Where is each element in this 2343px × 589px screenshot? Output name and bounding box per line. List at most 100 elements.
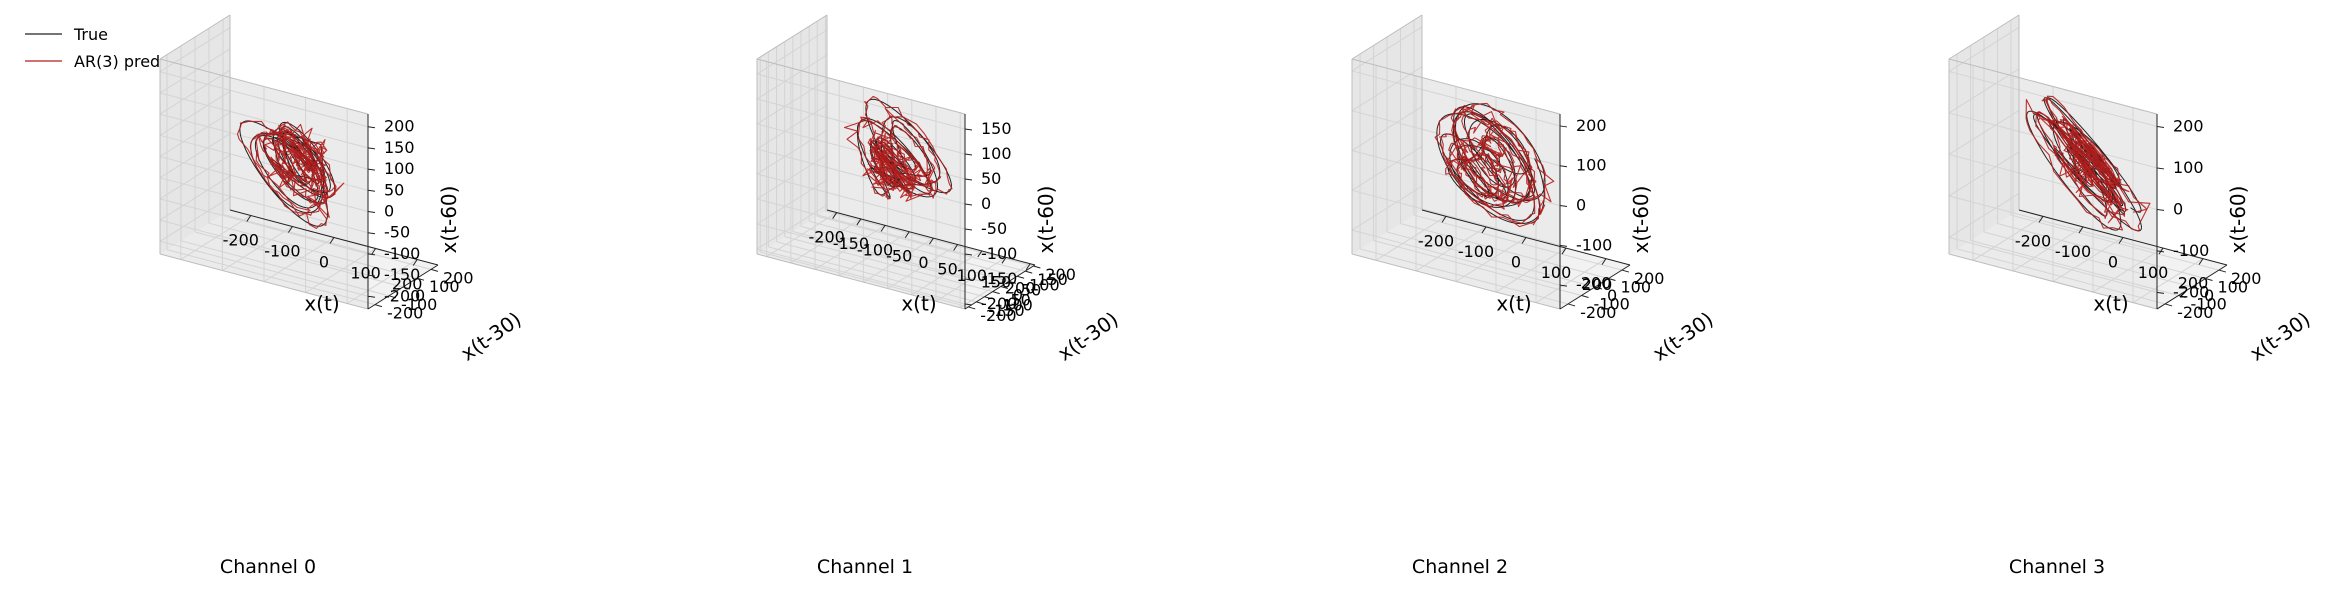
legend-label-true: True: [73, 25, 108, 44]
x-tick: [1521, 237, 1527, 244]
grid-line: [1351, 185, 1423, 231]
z-tick: [964, 203, 973, 206]
grid-line: [756, 198, 966, 255]
pane-edge: [1948, 253, 2158, 310]
grid-line: [756, 73, 966, 130]
series-group: [843, 95, 953, 202]
y-tick: [1000, 286, 1008, 289]
y-tick-label: -200: [2177, 303, 2213, 322]
y-tick-label: 150: [1037, 270, 1068, 289]
y-tick-label: -200: [387, 304, 423, 323]
grid-line: [817, 215, 1026, 272]
z-tick: [367, 211, 376, 213]
z-tick: [964, 303, 973, 306]
legend-label-pred: AR(3) pred: [74, 52, 160, 71]
z-tick-label: 0: [1576, 196, 1586, 215]
grid-line: [159, 69, 231, 115]
x-tick: [904, 231, 910, 239]
y-tick: [968, 306, 976, 310]
grid-line: [159, 175, 231, 221]
y-tick-label: 100: [1620, 278, 1651, 297]
z-tick: [367, 189, 376, 192]
z-axis-label: x(t-60): [2226, 186, 2250, 254]
grid-line: [159, 48, 231, 94]
grid-line: [159, 133, 231, 179]
y-tick: [388, 295, 397, 299]
z-tick-label: -50: [384, 223, 410, 242]
grid-line: [756, 98, 966, 155]
x-tick: [1561, 247, 1567, 255]
z-tick-label: -100: [384, 244, 420, 263]
y-tick-label: 0: [2204, 286, 2214, 305]
z-axis-label: x(t-60): [437, 186, 461, 254]
chart-title: Channel 1: [817, 556, 913, 578]
grid-line: [1413, 214, 1623, 271]
y-tick: [984, 296, 992, 300]
grid-line: [1997, 223, 2206, 280]
y-tick-label: 0: [1607, 286, 1617, 305]
z-tick: [2156, 250, 2165, 253]
grid-line: [1956, 248, 2166, 305]
z-tick-label: 100: [2173, 158, 2204, 177]
x-tick: [880, 225, 886, 232]
x-tick: [1025, 263, 1031, 270]
grid-line: [1359, 248, 1569, 305]
series-line-ar3-pred: [2025, 95, 2151, 232]
grid-line: [756, 148, 966, 205]
z-tick: [367, 295, 376, 298]
x-tick: [2038, 216, 2044, 223]
grid-line: [756, 54, 828, 100]
z-tick: [367, 126, 376, 129]
z-tick: [367, 168, 376, 171]
z-tick: [1559, 244, 1568, 247]
x-tick-label: 0: [1511, 253, 1521, 272]
x-tick: [929, 237, 934, 245]
z-tick-label: 0: [2173, 199, 2183, 218]
x-tick-label: -100: [264, 242, 300, 261]
y-tick: [1008, 280, 1017, 284]
x-tick: [371, 248, 377, 255]
y-tick-label: 0: [415, 286, 425, 305]
grid-line: [159, 219, 369, 276]
y-tick: [1016, 275, 1025, 279]
y-axis-label: x(t-30): [456, 307, 525, 366]
y-tick-label: -100: [1594, 294, 1630, 313]
x-tick-label: 0: [2108, 253, 2118, 272]
z-tick-label: 200: [1576, 116, 1607, 135]
x-tick-label: 100: [350, 264, 381, 283]
grid-line: [756, 173, 966, 230]
grid-line: [1948, 110, 2020, 155]
grid-line: [760, 251, 969, 308]
grid-line: [159, 196, 231, 242]
z-axis-label: x(t-60): [1034, 186, 1058, 254]
grid-line: [756, 29, 828, 75]
y-tick-label: 50: [1021, 280, 1041, 299]
z-tick-label: 0: [981, 194, 991, 213]
grid-line: [222, 213, 432, 270]
x-tick: [832, 212, 838, 219]
z-tick: [964, 128, 973, 131]
x-tick-label: 200: [1581, 274, 1612, 293]
grid-line: [159, 27, 231, 73]
y-tick: [374, 304, 383, 308]
z-tick: [964, 178, 973, 181]
grid-line: [776, 241, 985, 298]
x-axis-label: x(t): [1496, 292, 1531, 316]
x-tick-label: -100: [857, 240, 893, 259]
z-tick: [367, 147, 376, 150]
grid-line: [1351, 70, 1561, 127]
grid-line: [159, 156, 369, 212]
z-tick-label: -200: [384, 286, 420, 305]
grid-line: [1351, 189, 1561, 246]
y-tick: [2178, 294, 2186, 298]
grid-line: [756, 179, 828, 225]
pane-edge: [1351, 58, 1561, 115]
y-tick-label: 200: [1634, 269, 1665, 288]
x-axis-label: x(t): [304, 292, 339, 316]
x-tick: [246, 215, 252, 222]
x-tick-label: -200: [2015, 231, 2051, 250]
z-tick-label: 50: [981, 169, 1001, 188]
pane-edge: [1351, 253, 1561, 310]
z-tick-label: -50: [981, 219, 1007, 238]
